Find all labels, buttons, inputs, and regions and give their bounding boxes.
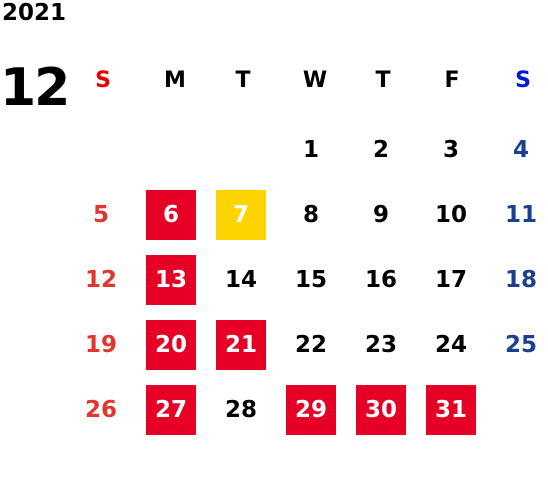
day-cell-29[interactable]: 29: [286, 385, 336, 435]
day-cell-23[interactable]: 23: [364, 332, 397, 358]
weekday-saturday: S: [515, 68, 531, 93]
day-cell-7[interactable]: 7: [216, 190, 266, 240]
year-label: 2021: [2, 0, 67, 26]
day-cell-18[interactable]: 18: [504, 267, 537, 293]
day-cell-17[interactable]: 17: [434, 267, 467, 293]
weekday-friday: F: [444, 68, 460, 93]
weekday-monday: M: [164, 68, 186, 93]
day-cell-3[interactable]: 3: [442, 137, 459, 163]
day-cell-9[interactable]: 9: [372, 202, 389, 228]
day-cell-13[interactable]: 13: [146, 255, 196, 305]
day-cell-25[interactable]: 25: [504, 332, 537, 358]
day-cell-27[interactable]: 27: [146, 385, 196, 435]
weekday-wednesday: W: [302, 68, 328, 93]
day-cell-20[interactable]: 20: [146, 320, 196, 370]
day-cell-2[interactable]: 2: [372, 137, 389, 163]
day-cell-21[interactable]: 21: [216, 320, 266, 370]
day-cell-10[interactable]: 10: [434, 202, 467, 228]
day-cell-4[interactable]: 4: [512, 137, 529, 163]
weekday-sunday: S: [95, 68, 111, 93]
day-cell-28[interactable]: 28: [224, 397, 257, 423]
day-cell-31[interactable]: 31: [426, 385, 476, 435]
day-cell-24[interactable]: 24: [434, 332, 467, 358]
day-cell-15[interactable]: 15: [294, 267, 327, 293]
day-cell-16[interactable]: 16: [364, 267, 397, 293]
day-cell-14[interactable]: 14: [224, 267, 257, 293]
weekday-header: S M T W T F S: [68, 68, 548, 94]
calendar-grid: 1 2 3 4 5 6 7 8 9 10 11 12 13 14 15 16 17 18 19 20 21 22 23 24 2…: [68, 125, 548, 445]
day-cell-5[interactable]: 5: [92, 202, 109, 228]
day-cell-19[interactable]: 19: [84, 332, 117, 358]
weekday-thursday: T: [375, 68, 391, 93]
day-cell-30[interactable]: 30: [356, 385, 406, 435]
day-cell-11[interactable]: 11: [504, 202, 537, 228]
day-cell-22[interactable]: 22: [294, 332, 327, 358]
day-cell-6[interactable]: 6: [146, 190, 196, 240]
day-cell-26[interactable]: 26: [84, 397, 117, 423]
month-label: 12: [0, 58, 70, 118]
day-cell-12[interactable]: 12: [84, 267, 117, 293]
day-cell-8[interactable]: 8: [302, 202, 319, 228]
weekday-tuesday: T: [235, 68, 251, 93]
day-cell-1[interactable]: 1: [302, 137, 319, 163]
